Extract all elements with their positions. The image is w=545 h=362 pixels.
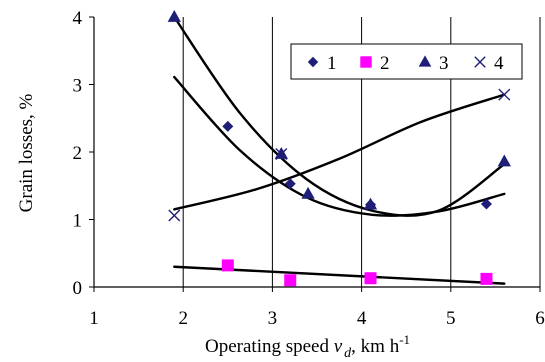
legend-items: 1 2 3 4 xyxy=(307,53,504,74)
x-tick-label-4: 5 xyxy=(446,308,456,329)
trendline-series-1 xyxy=(173,75,506,217)
x-axis-title-sup: -1 xyxy=(399,332,410,347)
x-axis-title: Operating speed v d, km h-1 xyxy=(205,332,410,361)
legend: 1 2 3 4 xyxy=(290,43,523,80)
point-series-2-1 xyxy=(284,274,297,287)
trendline-series-3 xyxy=(173,15,506,217)
point-series-3-4 xyxy=(497,154,511,167)
data-points xyxy=(167,10,511,287)
point-series-1-0 xyxy=(222,120,234,132)
x-tick-label-5: 6 xyxy=(535,308,545,329)
x-tick-label-2: 3 xyxy=(268,308,278,329)
y-tick-label-3: 3 xyxy=(73,76,83,97)
point-series-3-1 xyxy=(274,147,288,159)
legend-label-1: 1 xyxy=(327,53,337,74)
y-tick-label-0: 0 xyxy=(73,278,83,299)
point-series-4-0 xyxy=(168,209,181,222)
point-series-1-3 xyxy=(480,198,492,210)
x-axis-title-sub: d xyxy=(344,346,352,361)
y-tick-label-4: 4 xyxy=(73,8,83,29)
point-series-4-1 xyxy=(275,148,288,161)
point-series-3-3 xyxy=(363,197,378,210)
point-series-4-2 xyxy=(498,88,511,101)
x-tick-label-0: 1 xyxy=(89,308,99,329)
y-tick-label-2: 2 xyxy=(73,143,83,164)
trendline-series-4 xyxy=(173,93,506,211)
y-axis-title: Grain losses, % xyxy=(16,93,37,212)
legend-marker-1 xyxy=(307,56,319,68)
point-series-3-0 xyxy=(167,10,181,22)
legend-label-3: 3 xyxy=(439,53,449,74)
x-tick-label-1: 2 xyxy=(178,308,188,329)
y-tick-label-1: 1 xyxy=(73,211,83,232)
point-series-3-2 xyxy=(301,186,315,199)
point-series-2-0 xyxy=(221,259,234,272)
x-axis-title-unit: , km h xyxy=(351,336,400,357)
x-axis-title-text: Operating speed xyxy=(205,336,334,357)
legend-label-2: 2 xyxy=(380,53,390,74)
axes xyxy=(89,16,541,292)
legend-marker-3 xyxy=(418,55,432,67)
legend-marker-2 xyxy=(360,56,372,68)
point-series-2-3 xyxy=(480,272,493,285)
point-series-1-1 xyxy=(284,178,296,190)
legend-box xyxy=(290,43,523,80)
x-axis-title-var: v xyxy=(334,336,343,357)
legend-label-4: 4 xyxy=(494,53,504,74)
point-series-2-2 xyxy=(364,272,377,285)
legend-marker-4 xyxy=(474,56,486,68)
x-tick-label-3: 4 xyxy=(357,308,367,329)
